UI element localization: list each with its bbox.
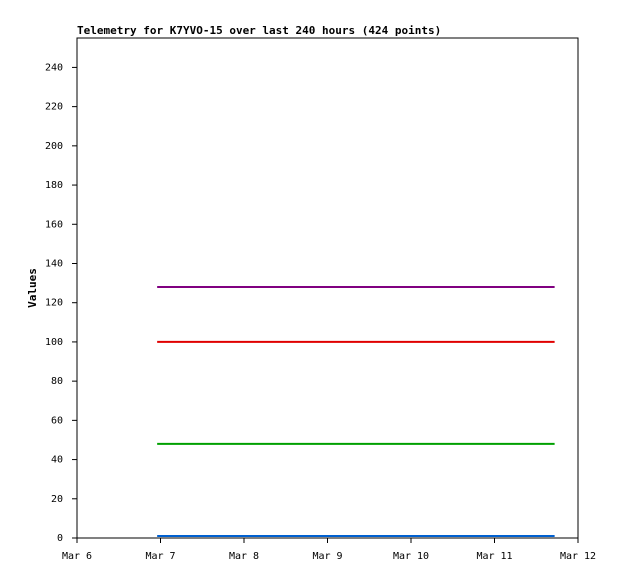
y-tick-label: 140: [45, 258, 63, 269]
y-tick-label: 240: [45, 62, 63, 73]
y-tick-label: 220: [45, 102, 63, 113]
x-tick-label: Mar 9: [312, 551, 342, 562]
y-tick-label: 0: [57, 533, 63, 544]
y-tick-label: 160: [45, 219, 63, 230]
x-tick-label: Mar 11: [476, 551, 512, 562]
y-tick-label: 20: [51, 494, 63, 505]
y-tick-label: 40: [51, 455, 63, 466]
x-tick-label: Mar 6: [62, 551, 92, 562]
y-axis-label: Values: [26, 268, 39, 308]
y-tick-label: 100: [45, 337, 63, 348]
y-tick-label: 120: [45, 298, 63, 309]
x-tick-label: Mar 7: [145, 551, 175, 562]
x-tick-label: Mar 12: [560, 551, 596, 562]
chart-title: Telemetry for K7YVO-15 over last 240 hou…: [77, 24, 441, 37]
y-tick-label: 60: [51, 415, 63, 426]
x-tick-label: Mar 10: [393, 551, 429, 562]
x-tick-label: Mar 8: [229, 551, 259, 562]
y-tick-label: 200: [45, 141, 63, 152]
y-tick-label: 80: [51, 376, 63, 387]
y-tick-label: 180: [45, 180, 63, 191]
